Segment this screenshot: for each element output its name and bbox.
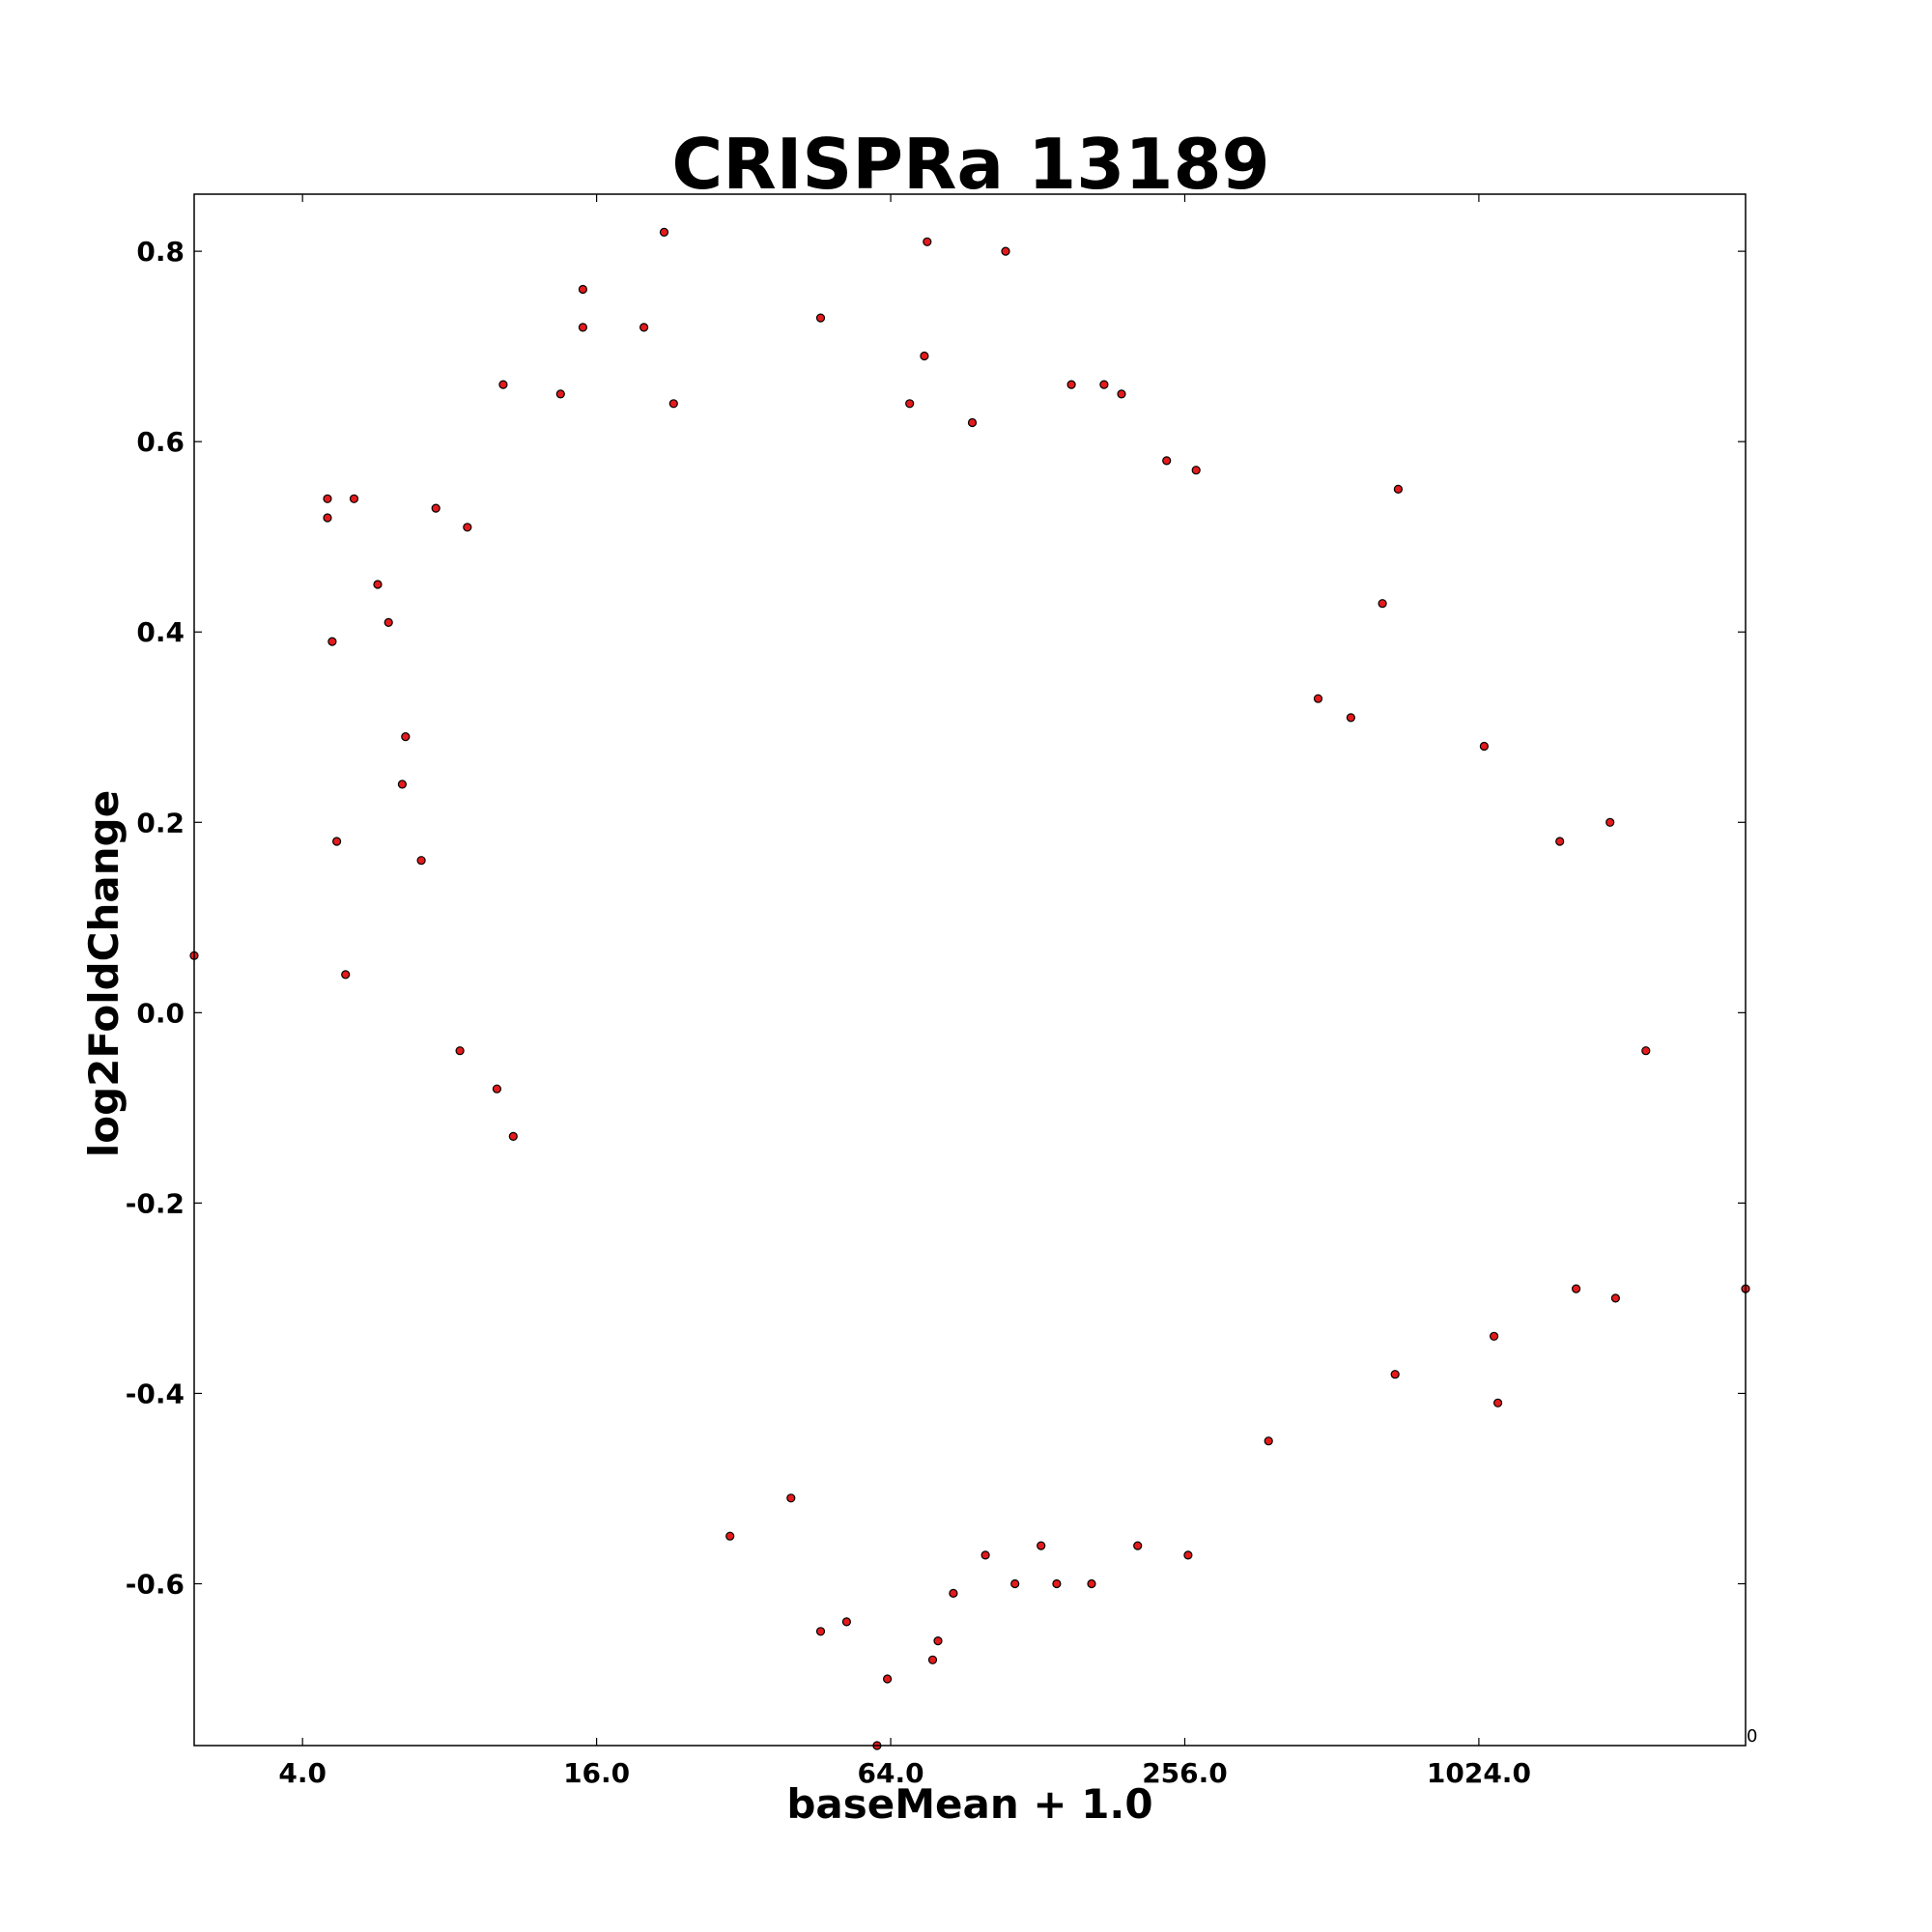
- data-point: [980, 1550, 990, 1560]
- data-point: [920, 351, 929, 361]
- data-point: [1099, 380, 1109, 389]
- x-tick-label: 256.0: [1142, 1757, 1228, 1789]
- data-point: [397, 780, 407, 789]
- x-axis-corner-label: 0: [1747, 1726, 1757, 1747]
- data-point: [498, 380, 508, 389]
- data-point: [841, 1617, 852, 1627]
- y-tick-label: 0.0: [136, 997, 185, 1029]
- points-layer: [189, 227, 1750, 1750]
- data-point: [1183, 1550, 1193, 1560]
- data-point: [1492, 1398, 1503, 1407]
- data-point: [815, 1627, 826, 1636]
- data-point: [882, 1674, 893, 1684]
- data-point: [578, 323, 588, 332]
- data-point: [923, 237, 932, 246]
- y-tick-label: 0.6: [136, 426, 185, 458]
- data-point: [341, 970, 351, 980]
- data-point: [1162, 456, 1172, 466]
- data-point: [1479, 741, 1490, 752]
- x-tick-label: 64.0: [857, 1757, 923, 1789]
- data-point: [639, 323, 649, 332]
- data-point: [967, 417, 978, 428]
- data-point: [1191, 466, 1201, 475]
- data-point: [416, 856, 426, 866]
- data-point: [1264, 1436, 1273, 1446]
- data-point: [1393, 484, 1404, 494]
- data-point: [1313, 694, 1323, 703]
- y-tick-label: 0.8: [136, 236, 185, 268]
- data-point: [1390, 1370, 1400, 1379]
- data-point: [463, 523, 472, 532]
- data-point: [508, 1131, 518, 1142]
- data-point: [1610, 1293, 1621, 1303]
- data-point: [1001, 246, 1010, 256]
- data-point: [327, 637, 337, 646]
- y-axis-label: log2FoldChange: [80, 790, 128, 1157]
- plot-frame: [193, 193, 1747, 1747]
- data-point: [1052, 1578, 1062, 1589]
- data-point: [431, 503, 440, 513]
- y-tick-label: 0.4: [136, 616, 185, 648]
- data-point: [905, 399, 915, 409]
- data-point: [323, 494, 332, 503]
- data-point: [492, 1084, 502, 1094]
- data-point: [786, 1493, 796, 1503]
- data-point: [659, 227, 669, 237]
- y-tick-label: 0.2: [136, 807, 185, 838]
- data-point: [1010, 1578, 1020, 1589]
- data-point: [332, 837, 342, 846]
- x-tick-label: 16.0: [563, 1757, 630, 1789]
- data-point: [1066, 380, 1076, 389]
- data-point: [323, 513, 332, 523]
- data-point: [1037, 1541, 1046, 1550]
- data-point: [1489, 1331, 1499, 1341]
- y-tick-label: -0.4: [126, 1378, 185, 1409]
- data-point: [815, 313, 826, 323]
- y-axis-ticks: 0.8 0.6 0.4 0.2 0.0 -0.2 -0.4 -0.6: [126, 236, 1746, 1601]
- data-point: [949, 1588, 958, 1599]
- data-point: [384, 617, 393, 628]
- data-point: [668, 399, 678, 409]
- data-point: [1133, 1541, 1143, 1550]
- data-point: [1555, 837, 1565, 846]
- data-point: [1641, 1046, 1651, 1056]
- chart-title: CRISPRa 13189: [671, 124, 1269, 205]
- data-point: [401, 731, 411, 742]
- x-axis-label: baseMean + 1.0: [786, 1780, 1152, 1828]
- data-point: [1346, 713, 1356, 723]
- x-tick-label: 1024.0: [1427, 1757, 1531, 1789]
- data-point: [1605, 817, 1615, 827]
- y-tick-label: -0.6: [126, 1569, 185, 1601]
- y-tick-label: -0.2: [126, 1187, 185, 1219]
- data-point: [1378, 599, 1387, 609]
- data-point: [725, 1531, 735, 1541]
- data-point: [555, 389, 565, 399]
- data-point: [455, 1046, 465, 1056]
- data-point: [1087, 1578, 1096, 1589]
- data-point: [933, 1635, 943, 1646]
- data-point: [927, 1655, 938, 1664]
- data-point: [1571, 1284, 1581, 1293]
- x-tick-label: 4.0: [278, 1757, 327, 1789]
- data-point: [578, 284, 588, 295]
- x-axis-ticks: 4.0 16.0 64.0 256.0 1024.0: [278, 194, 1531, 1789]
- data-point: [349, 494, 359, 503]
- data-point: [1117, 389, 1126, 399]
- data-point: [373, 580, 383, 589]
